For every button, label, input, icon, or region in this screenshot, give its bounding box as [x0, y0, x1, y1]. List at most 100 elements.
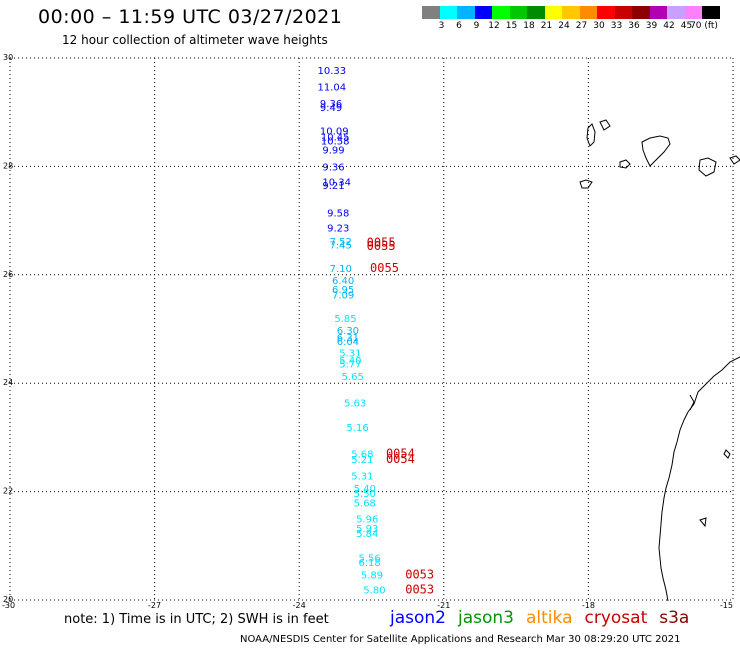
island-gran-canaria [698, 157, 717, 177]
observation-40: 5.89 [361, 571, 383, 582]
observation-28: 5.16 [346, 423, 368, 434]
legend-label-3: 12 [488, 21, 500, 31]
observation-8: 9.36 [322, 162, 344, 173]
observation-2: 9.36 [320, 99, 342, 110]
legend-swatch-16 [702, 6, 720, 19]
legend-label-8: 27 [575, 21, 588, 31]
legend-swatch-4 [492, 6, 510, 19]
satellite-altika: altika [526, 608, 573, 628]
legend-swatch-6 [527, 6, 545, 19]
legend-swatch-7 [544, 6, 562, 19]
lon-label--24: -24 [293, 601, 306, 610]
legend-swatch-1 [439, 6, 457, 19]
legend-swatch-8 [562, 6, 580, 19]
observation-17: 6.95 [332, 285, 354, 296]
legend-label-1: 6 [456, 21, 462, 31]
observation-30: 5.21 [351, 455, 373, 466]
legend-label-15: 70 (ft) [690, 21, 718, 31]
observation-32: 5.40 [354, 484, 376, 495]
lon-label--21: -21 [437, 601, 450, 610]
coastal-inlet [689, 394, 695, 411]
legend-swatch-15 [684, 6, 702, 19]
legend-label-10: 33 [610, 21, 623, 31]
coastal-islet-1 [699, 517, 707, 528]
pass-label-0: 0055 [367, 235, 396, 249]
legend-label-12: 39 [645, 21, 658, 31]
lon-label--30: -30 [2, 601, 15, 610]
color-legend: 3 6 9 12 15 18 21 24 27 30 33 36 39 42 45 70 (ft) [422, 6, 720, 33]
page-title: 00:00 – 11:59 UTC 03/27/2021 [38, 6, 343, 28]
pass-label-5: 0053 [405, 568, 434, 582]
observation-22: 6.04 [337, 337, 359, 348]
island-la-palma [586, 123, 596, 147]
legend-label-5: 18 [523, 21, 535, 31]
lon-label--27: -27 [148, 601, 161, 610]
observation-34: 5.68 [354, 498, 376, 509]
wave-observations: 10.3311.049.369.4910.0910.4510.589.999.3… [318, 66, 386, 597]
satellite-jason3: jason3 [458, 608, 514, 628]
coastline [579, 119, 740, 602]
pass-label-4: 0054 [386, 452, 415, 466]
legend-swatches [422, 6, 720, 19]
legend-label-11: 36 [628, 21, 640, 31]
observation-37: 5.84 [356, 529, 378, 540]
satellite-cryosat: cryosat [584, 608, 648, 628]
observation-35: 5.96 [356, 515, 378, 526]
credit-line: NOAA/NESDIS Center for Satellite Applica… [240, 634, 681, 645]
island-fuerteventura [729, 155, 740, 165]
island-hierro [579, 179, 593, 189]
observation-16: 6.40 [332, 276, 354, 287]
island-tenerife [641, 135, 671, 167]
observation-10: 9.21 [322, 181, 344, 192]
lat-label-22: 22 [3, 487, 13, 496]
legend-label-4: 15 [505, 21, 518, 31]
observation-12: 9.23 [327, 224, 349, 235]
observation-38: 5.56 [358, 554, 380, 565]
observation-5: 10.45 [321, 133, 350, 144]
african-coastline [658, 356, 740, 602]
legend-label-2: 9 [473, 21, 480, 31]
observation-3: 9.49 [320, 103, 342, 114]
pass-label-6: 0053 [405, 583, 434, 597]
satellite-jason2: jason2 [390, 608, 446, 628]
legend-labels: 3 6 9 12 15 18 21 24 27 30 33 36 39 42 45 70 (ft) [422, 19, 720, 33]
page-subtitle: 12 hour collection of altimeter wave hei… [62, 33, 328, 47]
observation-19: 5.85 [334, 314, 356, 325]
lat-label-24: 24 [3, 378, 13, 387]
island-lanzarote [599, 119, 611, 131]
observation-33: 5.50 [354, 489, 376, 500]
lat-label-28: 28 [3, 161, 13, 170]
legend-swatch-9 [579, 6, 597, 19]
observation-24: 5.40 [339, 356, 361, 367]
legend-swatch-2 [457, 6, 475, 19]
observation-4: 10.09 [320, 127, 349, 138]
footer-note: note: 1) Time is in UTC; 2) SWH is in fe… [64, 612, 329, 627]
lat-label-26: 26 [3, 270, 13, 279]
observation-41: 5.80 [363, 586, 385, 597]
legend-label-7: 24 [558, 21, 570, 31]
observation-1: 11.04 [318, 83, 347, 94]
pass-label-2: 0055 [370, 261, 399, 275]
pass-label-3: 0054 [386, 447, 415, 461]
legend-swatch-12 [632, 6, 650, 19]
pass-label-1: 0055 [367, 239, 396, 253]
satellite-s3a: s3a [659, 608, 690, 628]
observation-23: 5.31 [339, 348, 361, 359]
observation-13: 7.52 [330, 237, 352, 248]
legend-swatch-14 [667, 6, 685, 19]
legend-label-6: 21 [540, 21, 553, 31]
observation-11: 9.58 [327, 208, 349, 219]
observation-31: 5.31 [351, 471, 373, 482]
graticule-grid [9, 57, 734, 601]
legend-swatch-13 [649, 6, 667, 19]
lat-label-30: 30 [3, 53, 13, 62]
satellite-legend: jason2 jason3 altika cryosat s3a [390, 608, 689, 628]
axis-labels: 30 28 26 24 22 20-30 -27 -24 -21 -18 -15 [2, 53, 733, 610]
legend-swatch-3 [474, 6, 492, 19]
coastal-islet-2 [723, 449, 731, 459]
observation-15: 7.10 [330, 264, 352, 275]
observation-27: 5.63 [344, 399, 366, 410]
